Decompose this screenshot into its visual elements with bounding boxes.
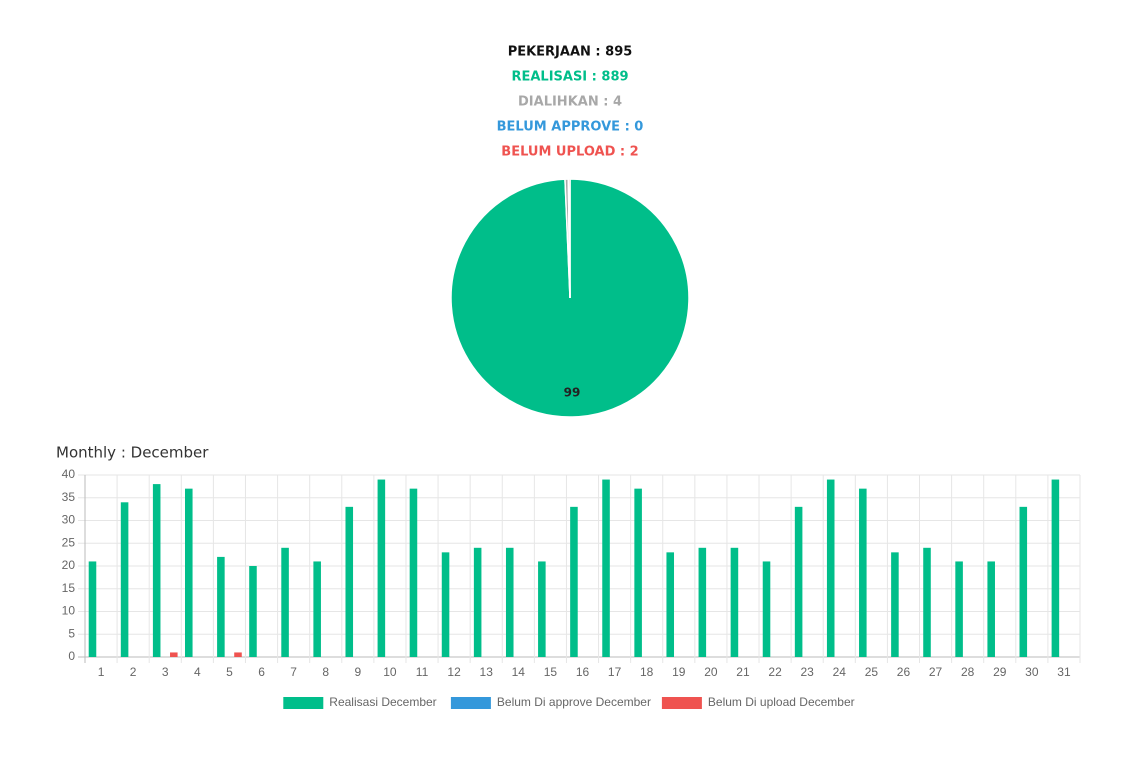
- x-tick-label: 22: [768, 665, 782, 679]
- x-tick-label: 4: [194, 665, 201, 679]
- y-tick-label: 40: [62, 467, 76, 481]
- bar: [570, 506, 578, 657]
- x-tick-label: 6: [258, 665, 265, 679]
- x-tick-label: 29: [993, 665, 1007, 679]
- y-tick-label: 35: [62, 490, 76, 504]
- y-tick-label: 20: [62, 558, 76, 572]
- x-tick-label: 26: [897, 665, 911, 679]
- x-tick-label: 15: [544, 665, 558, 679]
- bar: [217, 556, 225, 657]
- legend-label: Belum Di approve December: [497, 695, 651, 709]
- x-tick-label: 2: [130, 665, 137, 679]
- x-tick-label: 25: [865, 665, 879, 679]
- y-tick-label: 10: [62, 604, 76, 618]
- summary-line: PEKERJAAN : 895: [508, 45, 633, 60]
- bar: [538, 561, 546, 657]
- bar: [88, 561, 97, 657]
- bar: [923, 547, 931, 657]
- summary-line: BELUM APPROVE : 0: [497, 120, 644, 135]
- pie-label: 99: [564, 386, 581, 400]
- x-tick-label: 20: [704, 665, 718, 679]
- bar: [152, 484, 161, 657]
- x-tick-label: 21: [736, 665, 750, 679]
- x-tick-label: 18: [640, 665, 654, 679]
- x-tick-label: 3: [162, 665, 169, 679]
- bar: [826, 479, 835, 657]
- bar: [234, 652, 242, 657]
- chart-title: Monthly : December: [56, 444, 209, 462]
- bar: [345, 506, 354, 657]
- x-tick-label: 30: [1025, 665, 1039, 679]
- bar: [170, 652, 178, 657]
- bar: [313, 561, 321, 657]
- summary-line: DIALIHKAN : 4: [518, 95, 622, 110]
- bar: [473, 547, 482, 657]
- legend-swatch: [283, 697, 324, 709]
- x-tick-label: 10: [383, 665, 397, 679]
- bar: [955, 561, 963, 657]
- bar: [377, 479, 386, 657]
- x-tick-label: 23: [800, 665, 814, 679]
- x-tick-label: 8: [322, 665, 329, 679]
- x-tick-label: 28: [961, 665, 975, 679]
- x-tick-label: 13: [480, 665, 494, 679]
- bar: [762, 561, 771, 657]
- x-tick-label: 14: [512, 665, 526, 679]
- x-tick-label: 27: [929, 665, 943, 679]
- x-tick-label: 16: [576, 665, 590, 679]
- legend-label: Realisasi December: [329, 695, 436, 709]
- bar: [730, 547, 739, 657]
- x-tick-label: 5: [226, 665, 233, 679]
- bar: [120, 502, 129, 657]
- bar: [441, 552, 450, 657]
- y-tick-label: 5: [68, 626, 75, 640]
- pie-slice: [567, 178, 571, 299]
- y-tick-label: 25: [62, 535, 76, 549]
- legend-label: Belum Di upload December: [708, 695, 855, 709]
- x-tick-label: 19: [672, 665, 686, 679]
- x-tick-label: 11: [416, 665, 429, 679]
- x-tick-label: 17: [608, 665, 622, 679]
- bar: [891, 552, 899, 657]
- bar: [409, 488, 418, 657]
- x-tick-label: 31: [1057, 665, 1071, 679]
- bar: [1019, 506, 1028, 657]
- x-tick-label: 1: [98, 665, 105, 679]
- legend-swatch: [661, 697, 702, 709]
- y-tick-label: 15: [62, 581, 76, 595]
- x-tick-label: 7: [290, 665, 297, 679]
- y-tick-label: 0: [68, 649, 75, 663]
- bar: [602, 479, 610, 657]
- bar: [281, 547, 289, 657]
- bar: [634, 488, 642, 657]
- bar: [859, 488, 867, 657]
- summary-line: BELUM UPLOAD : 2: [501, 145, 638, 160]
- bar: [185, 488, 193, 657]
- bar: [249, 566, 257, 657]
- bar: [698, 547, 707, 657]
- bar: [794, 506, 803, 657]
- y-tick-label: 30: [62, 513, 76, 527]
- bar: [987, 561, 995, 657]
- x-tick-label: 24: [833, 665, 847, 679]
- bar: [505, 547, 514, 657]
- bar: [1051, 479, 1060, 657]
- bar: [666, 552, 675, 657]
- x-tick-label: 12: [447, 665, 461, 679]
- summary-line: REALISASI : 889: [511, 70, 628, 85]
- legend-swatch: [450, 697, 491, 709]
- x-tick-label: 9: [354, 665, 361, 679]
